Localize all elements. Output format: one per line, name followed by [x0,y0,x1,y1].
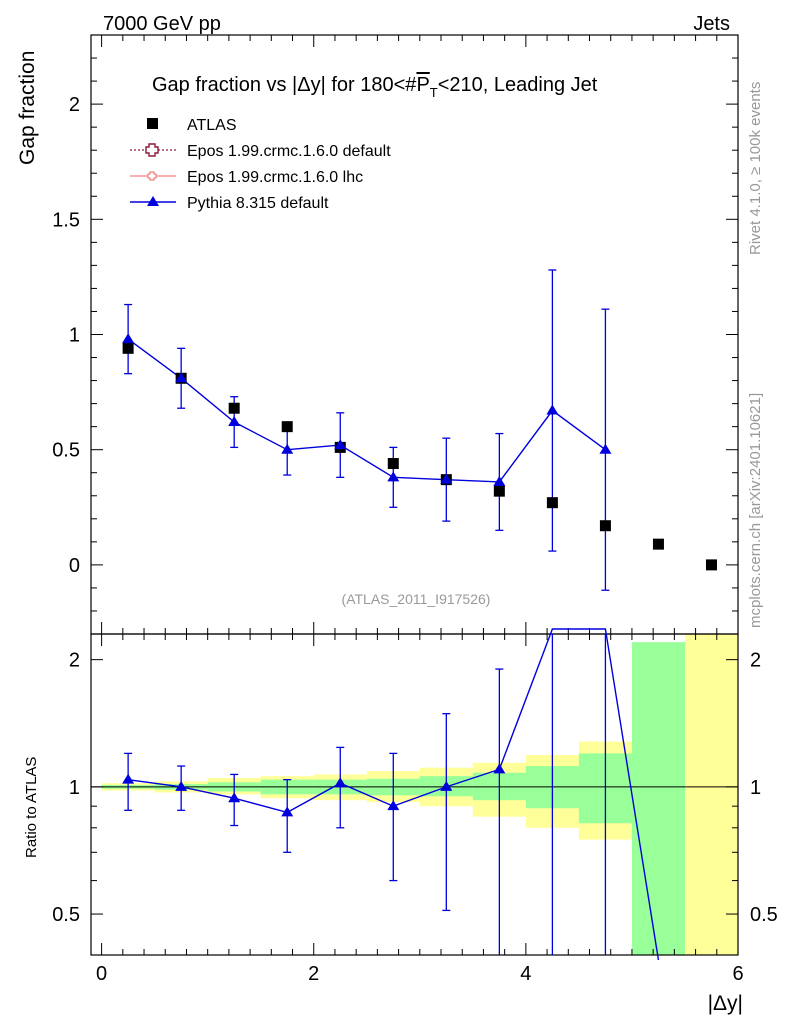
ratio-frame [90,633,739,956]
main-series [122,269,717,591]
analysis-watermark: (ATLAS_2011_I917526) [342,591,491,607]
pythia-point [122,333,135,344]
y-tick-label: 1.5 [52,209,80,231]
legend-marker-pythia [147,196,159,206]
pythia-point [175,372,188,383]
pythia-point [493,475,506,486]
ratio-tick-label-right: 0.5 [750,904,778,926]
ratio-uncertainty-bands [101,634,738,955]
legend-label-epos-lhc: Epos 1.99.crmc.1.6.0 lhc [187,169,363,186]
legend-label-epos-default: Epos 1.99.crmc.1.6.0 default [187,143,391,160]
atlas-point [599,520,611,532]
pythia-point [281,443,294,454]
pythia-point [440,473,453,484]
legend-label-atlas: ATLAS [187,117,237,134]
pythia-point [387,471,400,482]
ratio-tick-label: 1 [69,777,80,799]
ratio-tick-label-right: 2 [750,650,761,672]
atlas-point [122,342,134,354]
y-tick-label: 0 [69,555,80,577]
legend: ATLAS Epos 1.99.crmc.1.6.0 default Epos … [130,117,391,212]
pythia-point [546,404,559,415]
atlas-point [652,538,664,550]
ratio-tick-label-right: 1 [750,777,761,799]
legend-marker-epos-lhc [147,171,157,181]
pythia-point [334,439,347,450]
pythia-line [127,338,606,483]
y-axis-label: Gap fraction [16,51,39,165]
atlas-point [228,402,240,414]
x-tick-label: 2 [308,963,319,985]
y-tick-label: 0.5 [52,440,80,462]
atlas-point [546,497,558,509]
mcplots-label: mcplots.cern.ch [arXiv:2401.10621] [747,393,764,628]
pythia-point [228,416,241,427]
energy-label: 7000 GeV pp [103,13,221,35]
x-axis-label: |Δy| [708,992,743,1015]
ratio-pythia-point [175,780,188,791]
ratio-band-green [631,642,685,955]
atlas-point [493,485,505,497]
atlas-point [281,421,293,433]
ratio-tick-label: 2 [69,650,80,672]
atlas-point [387,458,399,470]
ratio-y-axis-label: Ratio to ATLAS [23,757,40,858]
ratio-pythia-point [334,777,347,788]
ratio-band-yellow [684,634,738,955]
ratio-axes: 0 2 4 6 0.5 0.5 1 1 2 2 [52,633,778,985]
ratio-pythia-point [440,780,453,791]
ratio-tick-label: 0.5 [52,904,80,926]
legend-marker-atlas [147,118,158,129]
ratio-pythia-point [122,773,135,784]
x-tick-label: 6 [732,963,743,985]
legend-label-pythia: Pythia 8.315 default [187,195,329,212]
ratio-pythia-point [228,792,241,803]
ratio-pythia-point [281,806,294,817]
pythia-point [599,443,612,454]
rivet-version-label: Rivet 4.1.0, ≥ 100k events [747,82,764,255]
x-tick-label: 0 [96,963,107,985]
ratio-series [122,628,660,961]
y-tick-label: 1 [69,325,80,347]
x-tick-label: 4 [520,963,531,985]
y-tick-label: 2 [69,94,80,116]
legend-marker-epos-default [145,143,159,157]
ratio-pythia-point [493,763,506,774]
atlas-point [705,559,717,571]
category-label: Jets [693,13,730,35]
chart-title: Gap fraction vs |Δy| for 180<#PT<210, Le… [152,74,598,100]
ratio-pythia-point [387,800,400,811]
